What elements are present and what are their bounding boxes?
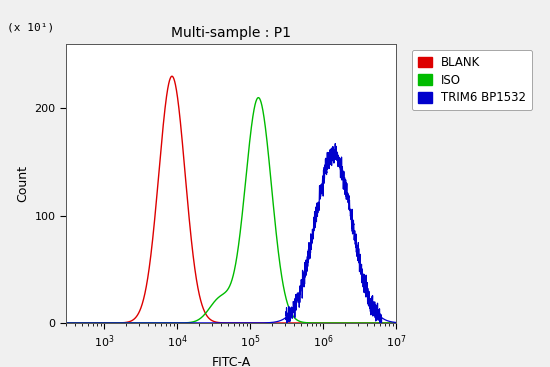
Title: Multi-sample : P1: Multi-sample : P1 bbox=[171, 26, 291, 40]
Legend: BLANK, ISO, TRIM6 BP1532: BLANK, ISO, TRIM6 BP1532 bbox=[412, 50, 532, 110]
X-axis label: FITC-A: FITC-A bbox=[211, 356, 251, 367]
Text: (x 10¹): (x 10¹) bbox=[7, 23, 54, 33]
Y-axis label: Count: Count bbox=[16, 165, 29, 202]
